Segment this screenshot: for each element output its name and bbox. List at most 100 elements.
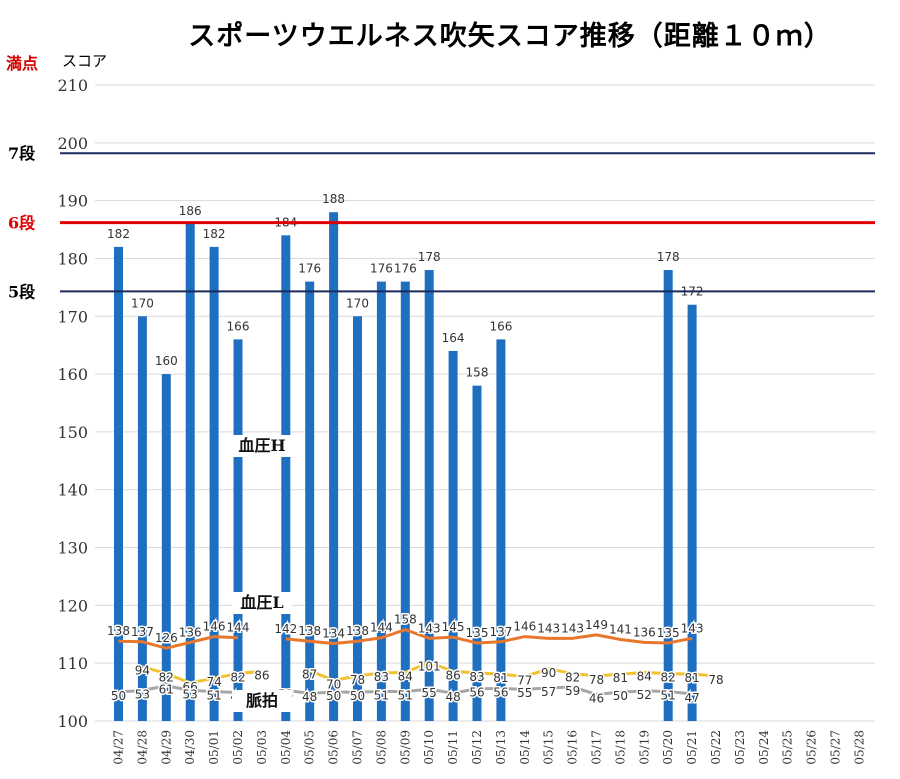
series-0-label-05/04: 142 (274, 622, 297, 636)
series-2-label-05/18: 50 (613, 689, 628, 703)
x-tick-05/07: 05/07 (351, 730, 365, 765)
y-tick-210: 210 (57, 76, 88, 95)
chart-title: スポーツウエルネス吹矢スコア推移（距離１０ｍ） (188, 21, 832, 52)
score-label-05/09: 176 (394, 262, 417, 276)
x-tick-05/16: 05/16 (566, 730, 580, 765)
series-2-label-05/16: 59 (565, 684, 580, 698)
y-tick-170: 170 (57, 307, 88, 326)
score-label-05/08: 176 (370, 262, 393, 276)
series-0-label-05/13: 137 (489, 625, 512, 639)
series-1-label-05/11: 86 (445, 668, 460, 682)
x-tick-04/29: 04/29 (159, 730, 173, 765)
x-tick-05/19: 05/19 (637, 730, 651, 765)
series-1-label-05/22: 78 (708, 673, 723, 687)
series-2-label-05/05: 48 (302, 690, 317, 704)
score-bar-05/12 (472, 385, 482, 721)
score-label-05/11: 164 (442, 331, 465, 345)
y-tick-180: 180 (57, 249, 88, 268)
score-bar-05/21 (687, 304, 697, 721)
y-tick-140: 140 (57, 481, 88, 500)
score-label-05/10: 178 (418, 250, 441, 264)
y-tick-190: 190 (57, 192, 88, 211)
score-bar-05/04 (281, 235, 291, 721)
score-bar-05/08 (376, 281, 386, 721)
series-2-label-05/11: 48 (445, 690, 460, 704)
series-name-0: 血圧H (238, 436, 285, 455)
score-bar-05/05 (305, 281, 315, 721)
score-label-05/07: 170 (346, 296, 369, 310)
x-tick-05/02: 05/02 (231, 730, 245, 765)
score-label-05/12: 158 (466, 366, 489, 380)
x-tick-05/05: 05/05 (303, 730, 317, 765)
series-0-label-05/08: 144 (370, 621, 393, 635)
x-tick-05/11: 05/11 (446, 730, 460, 765)
x-tick-05/12: 05/12 (470, 730, 484, 765)
series-2-label-05/17: 46 (589, 691, 604, 705)
y-tick-110: 110 (57, 654, 88, 673)
x-tick-05/24: 05/24 (757, 730, 771, 765)
x-tick-05/22: 05/22 (709, 730, 723, 765)
series-0-label-05/20: 135 (657, 626, 680, 640)
y-tick-100: 100 (57, 712, 88, 731)
score-label-05/01: 182 (203, 227, 226, 241)
x-tick-04/28: 04/28 (135, 730, 149, 765)
series-1-label-05/07: 78 (350, 673, 365, 687)
x-tick-05/08: 05/08 (374, 730, 388, 765)
dan-label-5: 5段 (8, 282, 36, 301)
y-tick-200: 200 (57, 134, 88, 153)
series-name-1: 血圧L (240, 593, 283, 612)
score-label-05/06: 188 (322, 192, 345, 206)
series-1-label-05/17: 78 (589, 673, 604, 687)
x-tick-05/20: 05/20 (661, 730, 675, 765)
score-bar-05/11 (448, 350, 458, 721)
series-line-1-1 (309, 661, 717, 683)
score-label-05/05: 176 (298, 262, 321, 276)
series-1-label-05/19: 84 (637, 669, 652, 683)
x-tick-05/14: 05/14 (518, 730, 532, 765)
series-line-0-1 (285, 628, 693, 646)
series-0-label-05/17: 149 (585, 618, 608, 632)
series-1-label-05/12: 83 (469, 670, 484, 684)
score-bar-04/27 (114, 246, 123, 721)
series-0-label-05/07: 138 (346, 624, 369, 638)
x-tick-05/25: 05/25 (781, 730, 795, 765)
series-0-label-05/05: 138 (298, 624, 321, 638)
x-tick-05/23: 05/23 (733, 730, 747, 765)
x-tick-05/01: 05/01 (207, 730, 221, 765)
x-tick-04/27: 04/27 (112, 730, 126, 765)
series-2-label-05/01: 51 (206, 689, 221, 703)
series-name-2: 脈拍 (246, 691, 278, 710)
y-tick-130: 130 (57, 539, 88, 558)
series-2-label-05/06: 50 (326, 689, 341, 703)
series-line-1-0 (141, 665, 263, 685)
score-label-04/29: 160 (155, 354, 178, 368)
x-tick-05/04: 05/04 (279, 730, 293, 765)
series-line-0-0 (118, 635, 239, 650)
series-2-label-04/27: 50 (111, 689, 126, 703)
series-0-label-05/01: 146 (203, 620, 226, 634)
series-2-label-04/29: 61 (159, 683, 174, 697)
x-tick-05/18: 05/18 (613, 730, 627, 765)
x-tick-05/09: 05/09 (398, 730, 412, 765)
x-tick-05/28: 05/28 (852, 730, 866, 765)
score-label-05/13: 166 (489, 319, 512, 333)
series-0-label-05/11: 145 (442, 620, 465, 634)
series-2-label-05/09: 51 (398, 689, 413, 703)
series-1-label-05/02: 82 (230, 671, 245, 685)
series-0-label-05/15: 143 (537, 621, 560, 635)
series-0-label-04/28: 137 (131, 625, 154, 639)
series-1-label-05/20: 82 (661, 671, 676, 685)
series-1-label-05/16: 82 (565, 671, 580, 685)
series-2-label-05/21: 47 (684, 691, 699, 705)
series-0-label-04/29: 126 (155, 631, 178, 645)
series-2-label-04/30: 53 (183, 687, 198, 701)
score-bar-05/02 (233, 339, 243, 721)
series-1-label-05/09: 84 (398, 669, 413, 683)
series-0-label-05/09: 158 (394, 613, 417, 627)
series-2-label-05/15: 57 (541, 685, 556, 699)
score-bar-05/01 (209, 246, 219, 721)
dan-label-6: 6段 (8, 214, 36, 233)
series-1-label-05/15: 90 (541, 666, 556, 680)
x-tick-05/27: 05/27 (829, 730, 843, 765)
